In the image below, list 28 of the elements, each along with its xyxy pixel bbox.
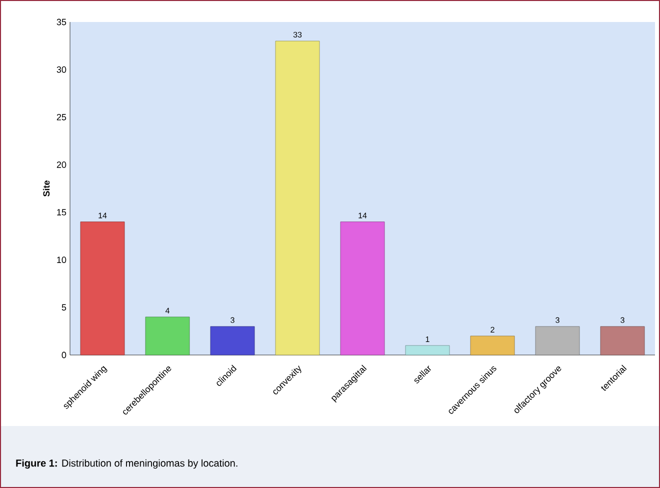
data-label: 14: [98, 212, 107, 218]
data-label: 2: [490, 326, 494, 332]
bar: [470, 336, 515, 356]
bar: [275, 40, 320, 356]
bar: [405, 345, 450, 356]
data-label: 1: [426, 336, 430, 342]
text: Figure 1: Distribution of meningiomas by location.: [16, 459, 238, 469]
y-tick-label: 15: [57, 209, 66, 216]
data-label: 4: [165, 308, 170, 314]
data-label: 14: [358, 212, 367, 218]
bar: [80, 222, 125, 356]
y-tick-label: 20: [56, 162, 66, 168]
bar: [600, 326, 645, 356]
data-label: 3: [556, 317, 560, 323]
y-tick-label: 5: [62, 304, 66, 311]
data-label: 3: [620, 317, 624, 323]
bar: [210, 326, 255, 356]
bar: [145, 316, 190, 356]
data-label: 3: [230, 317, 234, 323]
y-tick-label: 25: [56, 114, 66, 120]
y-tick-label: 10: [57, 256, 66, 264]
y-axis-title: Site: [42, 180, 50, 196]
bar: [340, 222, 385, 356]
y-tick-label: 30: [56, 66, 66, 73]
y-tick-label: 0: [62, 352, 66, 358]
y-tick-label: 35: [56, 18, 66, 26]
bar: [535, 326, 580, 356]
data-label: 33: [293, 32, 302, 38]
